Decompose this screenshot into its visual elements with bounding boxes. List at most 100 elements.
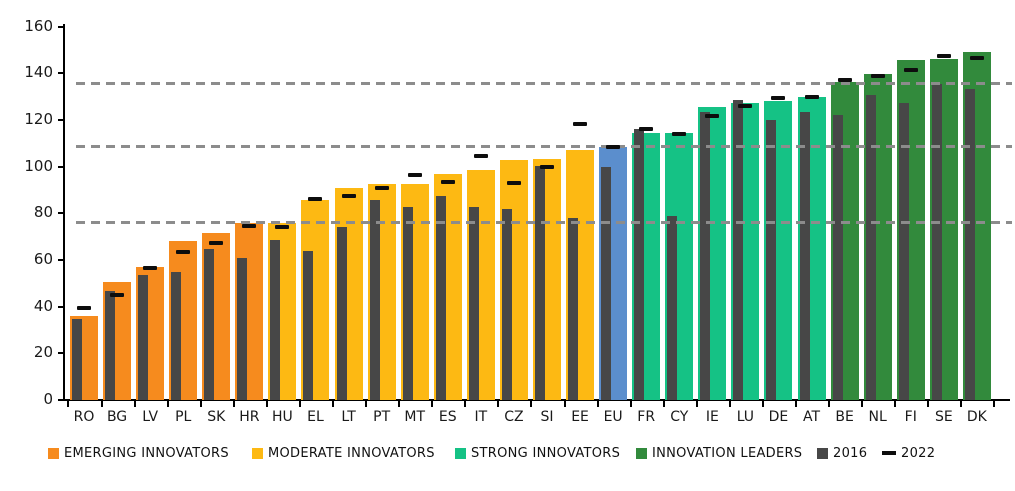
marker-2022-DE (771, 96, 786, 101)
legend-square-icon (636, 447, 647, 459)
legend-dash-icon (882, 451, 896, 455)
x-label-FR: FR (637, 409, 656, 425)
x-axis-tick (728, 401, 731, 407)
marker-2022-BE (837, 78, 852, 83)
y-axis-tick (58, 118, 64, 121)
x-axis-tick (695, 401, 698, 407)
x-axis-tick (67, 401, 70, 407)
x-label-FI: FI (904, 409, 917, 425)
bar-2016-SE (931, 84, 942, 400)
bar-2016-NL (865, 94, 876, 400)
y-axis-tick (58, 165, 64, 168)
marker-2022-IE (705, 113, 720, 118)
x-label-HU: HU (272, 409, 293, 425)
x-label-LT: LT (341, 409, 356, 425)
bar-2016-FR (634, 129, 645, 400)
marker-2022-BG (110, 293, 125, 298)
bar-2016-BE (832, 114, 843, 400)
marker-2022-EU (606, 145, 621, 150)
x-axis-tick (563, 401, 566, 407)
bar-2016-SI (534, 165, 545, 400)
marker-2022-LT (341, 194, 356, 199)
x-label-LV: LV (142, 409, 159, 425)
x-label-EU: EU (603, 409, 623, 425)
x-axis-tick (166, 401, 169, 407)
x-axis-tick (927, 401, 930, 407)
y-axis-tick (58, 352, 64, 355)
marker-2022-EE (573, 121, 588, 126)
y-tick-label: 80 (33, 203, 53, 222)
legend-square-icon (252, 447, 263, 459)
y-axis-tick (58, 258, 64, 261)
bar-2016-AT (799, 111, 810, 400)
marker-2022-IT (473, 154, 488, 159)
legend-square-icon (455, 447, 466, 459)
legend-item-emerging-innovators: EMERGING INNOVATORS (48, 444, 229, 462)
x-axis-tick (629, 401, 632, 407)
x-axis-tick (596, 401, 599, 407)
marker-2022-DK (969, 55, 984, 60)
y-tick-label: 20 (33, 343, 53, 362)
x-label-PT: PT (373, 409, 391, 425)
x-label-EL: EL (307, 409, 324, 425)
x-label-DK: DK (966, 409, 987, 425)
bar-2016-EE (568, 218, 579, 400)
x-axis-tick (464, 401, 467, 407)
bar-2016-BG (105, 290, 116, 400)
legend-item-2022: 2022 (882, 444, 935, 462)
x-label-DE: DE (768, 409, 789, 425)
x-axis-tick (894, 401, 897, 407)
x-axis-tick (133, 401, 136, 407)
marker-2022-SI (539, 164, 554, 169)
bar-2016-ES (435, 196, 446, 400)
threshold-gridline (76, 81, 1012, 85)
x-axis-tick (993, 401, 996, 407)
threshold-gridline (76, 145, 1012, 149)
legend-label: STRONG INNOVATORS (471, 445, 621, 461)
x-label-CZ: CZ (504, 409, 524, 425)
bar-2016-LV (138, 275, 149, 400)
bar-2016-LU (733, 100, 744, 400)
y-tick-label: 100 (24, 156, 53, 175)
bar-2016-PT (369, 200, 380, 400)
legend-label: EMERGING INNOVATORS (64, 445, 229, 461)
bar-2016-HR (237, 257, 248, 400)
marker-2022-ES (440, 179, 455, 184)
marker-2022-HU (275, 225, 290, 230)
legend-label: INNOVATION LEADERS (652, 445, 803, 461)
y-axis-tick (58, 25, 64, 28)
x-label-IE: IE (705, 409, 719, 425)
x-axis-tick (662, 401, 665, 407)
y-tick-label: 160 (24, 16, 53, 35)
plot-area: 0 20 40 60 80 100 120 140 160 RO BG LV PL SK HR HU EL LT P… (24, 16, 1012, 425)
y-axis-tick (58, 305, 64, 308)
bar-2016-MT (402, 207, 413, 400)
x-axis-tick (761, 401, 764, 407)
y-axis-tick (58, 399, 64, 401)
x-label-SE: SE (934, 409, 953, 425)
x-axis-tick (232, 401, 235, 407)
y-tick-label: 140 (24, 63, 53, 82)
legend-item-innovation-leaders: INNOVATION LEADERS (636, 444, 802, 462)
marker-2022-SE (936, 53, 951, 58)
y-tick-label: 0 (43, 390, 53, 408)
bar-2016-DE (766, 119, 777, 400)
chart-legend: EMERGING INNOVATORS MODERATE INNOVATORS ST… (0, 444, 1015, 468)
y-tick-label: 120 (24, 109, 53, 128)
marker-2022-HR (242, 224, 257, 229)
x-axis-tick (530, 401, 533, 407)
x-label-EE: EE (571, 409, 589, 425)
bar-2016-SK (204, 248, 215, 400)
bar-2016-FI (898, 102, 909, 400)
x-axis-tick (497, 401, 500, 407)
x-axis (63, 399, 1010, 401)
x-axis-tick (398, 401, 401, 407)
x-label-MT: MT (404, 409, 425, 425)
marker-2022-SK (209, 241, 224, 246)
x-label-PL: PL (175, 409, 192, 425)
bar-2016-LT (336, 226, 347, 400)
x-axis-tick (960, 401, 963, 407)
y-tick-label: 60 (33, 249, 53, 268)
legend-square-icon (817, 447, 828, 459)
